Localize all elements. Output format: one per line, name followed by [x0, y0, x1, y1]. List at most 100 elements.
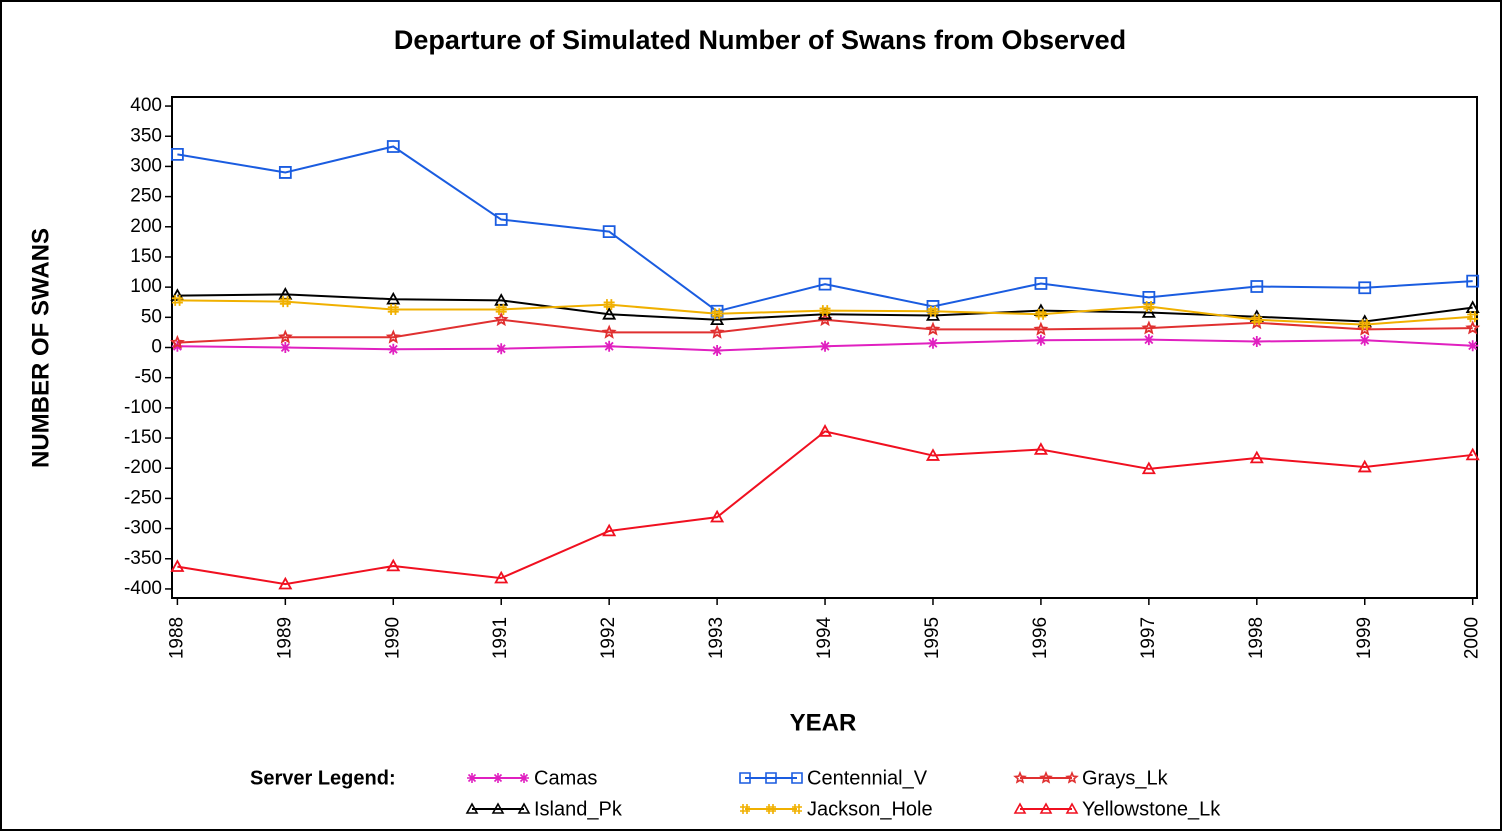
x-tick-label: 1998: [1246, 617, 1267, 659]
legend-marker: [1039, 770, 1053, 784]
x-tick-label: 1991: [490, 617, 511, 659]
point-marker: [602, 306, 617, 320]
point-marker: [710, 509, 725, 523]
legend-label: Jackson_Hole: [807, 798, 933, 820]
x-tick-label: 1992: [598, 617, 619, 659]
point-marker: [279, 296, 291, 308]
x-tick-label: 1994: [814, 616, 835, 659]
point-marker: [927, 337, 939, 349]
point-marker: [1035, 334, 1047, 346]
point-marker: [279, 342, 291, 353]
legend-label: Grays_Lk: [1082, 767, 1169, 789]
legend-label: Centennial_V: [807, 767, 928, 789]
point-marker: [927, 305, 939, 317]
point-marker: [1357, 459, 1372, 473]
y-tick-label: 200: [130, 216, 162, 237]
y-tick-label: -250: [124, 487, 162, 508]
series-line: [177, 430, 1473, 586]
point-marker: [1251, 314, 1263, 326]
point-marker: [387, 303, 399, 315]
point-marker: [1467, 340, 1479, 352]
x-axis-label: YEAR: [790, 709, 857, 736]
legend-marker: [1013, 770, 1027, 784]
point-marker: [818, 424, 833, 437]
point-marker: [495, 303, 507, 315]
point-marker: [1465, 320, 1481, 335]
y-tick-label: 150: [130, 246, 162, 267]
legend-marker: [517, 802, 531, 814]
x-tick-label: 1988: [166, 617, 187, 659]
point-marker: [170, 147, 184, 161]
point-marker: [603, 299, 615, 311]
point-marker: [1467, 311, 1479, 323]
point-marker: [711, 308, 723, 320]
point-marker: [711, 345, 723, 357]
series-line: [177, 299, 1473, 326]
point-marker: [1359, 319, 1371, 331]
point-marker: [1035, 308, 1047, 320]
y-tick-label: 0: [151, 337, 162, 358]
y-tick-label: 400: [130, 95, 162, 116]
point-marker: [385, 329, 401, 344]
legend-marker: [792, 804, 802, 814]
point-marker: [493, 311, 509, 327]
y-tick-label: 350: [130, 125, 162, 146]
legend-marker: [1065, 802, 1079, 814]
point-marker: [495, 343, 507, 355]
point-marker: [1033, 442, 1048, 455]
point-marker: [1466, 274, 1480, 288]
point-marker: [1359, 334, 1371, 346]
point-marker: [169, 334, 185, 349]
point-marker: [494, 213, 508, 226]
point-marker: [278, 166, 292, 179]
point-marker: [494, 570, 509, 584]
x-tick-label: 1995: [922, 617, 943, 659]
point-marker: [819, 305, 831, 317]
legend-marker: [467, 773, 477, 783]
point-marker: [1141, 320, 1157, 335]
legend-label: Camas: [534, 767, 597, 789]
y-tick-label: -150: [124, 427, 162, 448]
point-marker: [1249, 450, 1264, 464]
y-tick-label: -300: [124, 518, 162, 539]
point-marker: [1034, 277, 1048, 290]
series-line: [177, 145, 1473, 313]
x-tick-label: 1996: [1030, 617, 1051, 659]
point-marker: [603, 340, 615, 352]
point-marker: [386, 558, 401, 572]
legend-marker: [765, 772, 777, 784]
point-marker: [601, 324, 617, 339]
y-tick-label: -400: [124, 578, 162, 599]
x-tick-label: 1989: [274, 617, 295, 659]
point-marker: [602, 225, 616, 239]
x-tick-label: 1997: [1138, 617, 1159, 659]
point-marker: [386, 291, 401, 305]
point-marker: [171, 294, 183, 306]
y-tick-label: 300: [130, 155, 162, 176]
point-marker: [277, 329, 293, 344]
chart-title: Departure of Simulated Number of Swans f…: [394, 25, 1126, 55]
point-marker: [278, 576, 293, 590]
x-tick-label: 1990: [382, 617, 403, 659]
legend-marker: [791, 772, 803, 784]
legend-marker: [766, 804, 776, 814]
legend-marker: [493, 773, 503, 783]
legend-label: Island_Pk: [534, 798, 623, 820]
point-marker: [1250, 280, 1264, 293]
point-marker: [1141, 461, 1156, 475]
y-axis-label: NUMBER OF SWANS: [27, 228, 54, 468]
legend-marker: [491, 802, 505, 814]
legend-marker: [519, 773, 529, 783]
y-tick-label: 100: [130, 276, 162, 297]
y-tick-label: -100: [124, 397, 162, 418]
legend-label: Yellowstone_Lk: [1082, 798, 1221, 820]
legend-marker: [739, 772, 751, 784]
point-marker: [1465, 447, 1480, 461]
point-marker: [494, 293, 509, 306]
point-marker: [386, 140, 400, 153]
y-tick-label: 50: [141, 306, 162, 327]
legend-marker: [465, 802, 479, 814]
point-marker: [171, 340, 183, 352]
